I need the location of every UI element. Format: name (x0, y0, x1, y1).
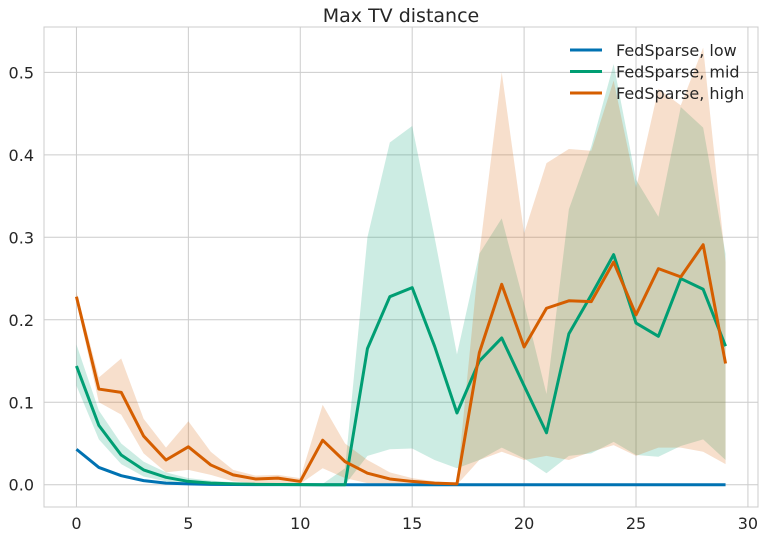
legend-label-0: FedSparse, low (616, 41, 737, 60)
y-tick-label: 0.3 (9, 228, 34, 247)
series-1-line (75, 253, 727, 487)
x-tick-label: 20 (514, 514, 534, 533)
x-tick-label: 5 (183, 514, 193, 533)
series-2-band (76, 47, 726, 485)
series-0-line (75, 448, 726, 487)
legend-label-2: FedSparse, high (616, 84, 744, 103)
x-tick-label: 0 (71, 514, 81, 533)
series-1-band (76, 64, 726, 485)
y-tick-label: 0.4 (9, 146, 34, 165)
y-axis-ticks: 0.0 0.1 0.2 0.3 0.4 0.5 (9, 63, 34, 494)
series-lines (74, 243, 728, 487)
x-tick-label: 10 (290, 514, 310, 533)
series-2-line (74, 243, 728, 486)
x-axis-ticks: 0 5 10 15 20 25 30 (71, 514, 758, 533)
plot-area (43, 26, 759, 508)
grid (44, 27, 758, 507)
legend: FedSparse, low FedSparse, mid FedSparse, h… (570, 41, 744, 103)
x-tick-label: 30 (738, 514, 758, 533)
y-tick-label: 0.0 (9, 476, 34, 495)
y-tick-label: 0.5 (9, 63, 34, 82)
confidence-bands (76, 47, 726, 485)
chart-title: Max TV distance (323, 5, 479, 27)
y-tick-label: 0.1 (9, 393, 34, 412)
legend-label-1: FedSparse, mid (616, 63, 740, 82)
y-tick-label: 0.2 (9, 311, 34, 330)
x-tick-label: 25 (626, 514, 646, 533)
x-tick-label: 15 (402, 514, 422, 533)
